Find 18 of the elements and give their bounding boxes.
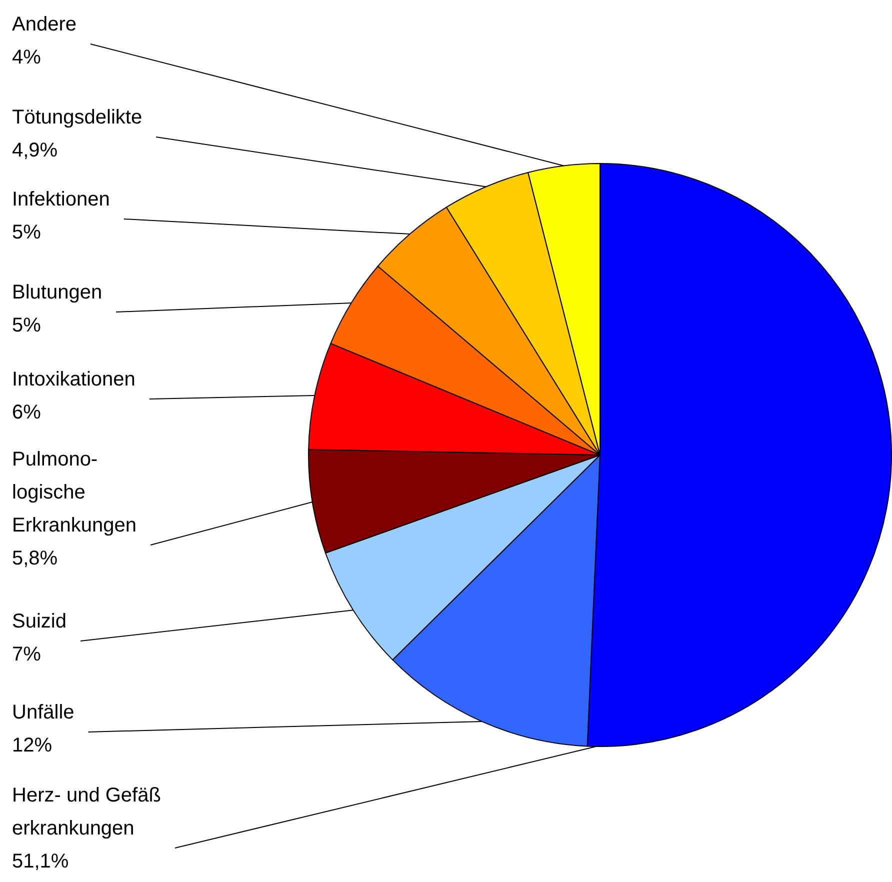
- data-label: 5%: [12, 314, 42, 337]
- slice-label: Andere: [12, 14, 76, 36]
- data-label: 12%: [12, 734, 52, 757]
- slice-label: Unfälle: [12, 702, 74, 724]
- data-label: 51,1%: [12, 850, 69, 873]
- slice-label: Suizid: [12, 610, 66, 633]
- slice-label: Pulmono- logische Erkrankungen: [12, 448, 137, 537]
- data-label: 6%: [12, 402, 42, 424]
- data-label: 4%: [12, 46, 42, 69]
- data-label: 7%: [12, 644, 42, 666]
- data-label: 4,9%: [12, 140, 58, 162]
- data-label: 5%: [12, 222, 42, 244]
- slice-label: Infektionen: [12, 188, 110, 211]
- slice-label: Tötungsdelikte: [12, 106, 142, 129]
- data-label: 5,8%: [12, 548, 58, 570]
- slice-label: Herz- und Gefäß erkrankungen: [12, 784, 161, 840]
- slice-label: Blutungen: [12, 282, 102, 304]
- slice-label: Intoxikationen: [12, 368, 136, 391]
